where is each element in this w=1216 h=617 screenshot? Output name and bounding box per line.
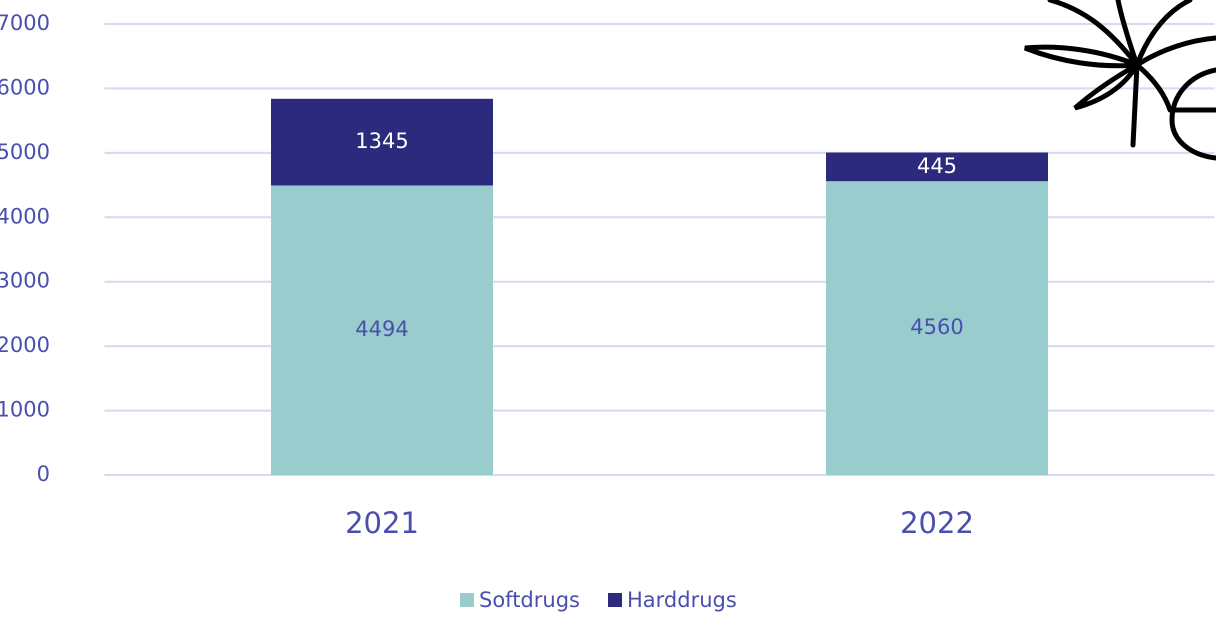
- bar-segment: [271, 185, 493, 475]
- data-label: 4494: [355, 317, 408, 341]
- x-tick-label: 2021: [345, 506, 419, 540]
- y-tick-label: 0: [37, 462, 50, 486]
- data-label: 445: [917, 154, 957, 178]
- legend-swatch: [607, 593, 622, 607]
- data-label: 1345: [355, 129, 408, 153]
- y-tick-label: 3000: [0, 269, 50, 293]
- y-tick-label: 6000: [0, 75, 50, 99]
- legend-label: Harddrugs: [627, 588, 737, 612]
- y-tick-label: 5000: [0, 140, 50, 164]
- data-label: 4560: [910, 315, 963, 339]
- legend-label: Softdrugs: [479, 588, 580, 612]
- bar-segment: [271, 98, 493, 186]
- y-tick-label: 4000: [0, 204, 50, 228]
- legend-swatch: [460, 593, 474, 607]
- y-tick-label: 2000: [0, 333, 50, 357]
- x-tick-label: 2022: [900, 506, 974, 540]
- y-tick-label: 7000: [0, 11, 50, 35]
- bar-segment: [826, 181, 1048, 475]
- bar-segment: [826, 152, 1048, 182]
- decoration-leaf: [1024, 0, 1216, 161]
- y-tick-label: 1000: [0, 398, 50, 422]
